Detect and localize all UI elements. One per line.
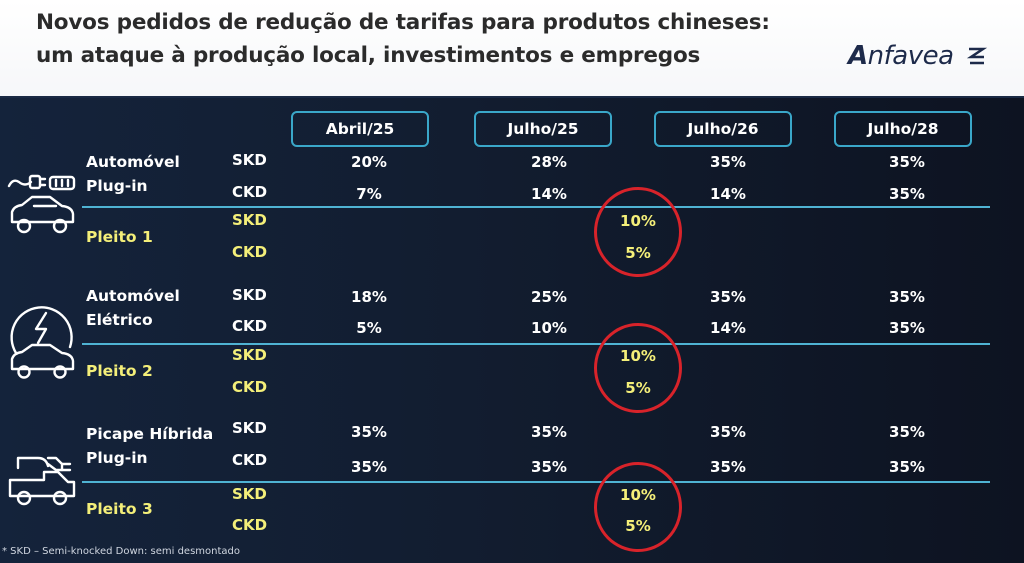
section-divider [82, 206, 990, 208]
value-cell: 35% [889, 153, 925, 171]
pleito-label: Pleito 2 [86, 362, 153, 380]
value-cell: 14% [710, 185, 746, 203]
value-cell: 25% [531, 288, 567, 306]
pleito-label: Pleito 1 [86, 228, 153, 246]
pleito-type-label: CKD [232, 378, 268, 396]
section-divider [82, 343, 990, 345]
value-cell: 14% [531, 185, 567, 203]
product-name-line1: Picape Híbrida [86, 425, 214, 443]
value-cell: 35% [531, 458, 567, 476]
value-cell: 35% [889, 185, 925, 203]
footnote: * SKD – Semi-knocked Down: semi desmonta… [2, 546, 240, 557]
product-name-line2: Plug-in [86, 177, 148, 195]
type-label: CKD [232, 317, 268, 335]
logo-mark-icon [966, 47, 988, 65]
pleito-type-label: SKD [232, 346, 267, 364]
header-divider [0, 96, 1024, 98]
logo-rest: nfavea [867, 41, 954, 71]
logo-a: A [848, 41, 868, 71]
title-line-2: um ataque à produção local, investimento… [36, 43, 701, 68]
value-cell: 20% [351, 153, 387, 171]
column-header-julho28: Julho/28 [834, 111, 972, 147]
plugin-car-icon [7, 174, 76, 234]
pleito-type-label: SKD [232, 485, 267, 503]
type-label: CKD [232, 183, 268, 201]
column-header-julho26: Julho/26 [654, 111, 792, 147]
type-label: SKD [232, 419, 267, 437]
value-cell: 10% [531, 319, 567, 337]
value-cell: 35% [710, 153, 746, 171]
value-cell: 28% [531, 153, 567, 171]
hybrid-pickup-icon [8, 456, 76, 506]
pleito-type-label: SKD [232, 211, 267, 229]
value-cell: 5% [356, 319, 382, 337]
value-cell: 35% [889, 423, 925, 441]
highlight-circle [594, 187, 682, 277]
value-cell: 35% [710, 288, 746, 306]
highlight-circle [594, 462, 682, 552]
column-header-julho25: Julho/25 [474, 111, 612, 147]
pleito-label: Pleito 3 [86, 500, 153, 518]
product-name-line2: Elétrico [86, 311, 153, 329]
title-line-1: Novos pedidos de redução de tarifas para… [36, 10, 770, 35]
value-cell: 35% [351, 458, 387, 476]
type-label: CKD [232, 451, 268, 469]
anfavea-logo: Anfavea [848, 41, 954, 71]
value-cell: 35% [351, 423, 387, 441]
value-cell: 35% [710, 423, 746, 441]
pleito-type-label: CKD [232, 516, 268, 534]
section-divider [82, 481, 990, 483]
product-name-line1: Automóvel [86, 153, 180, 171]
column-header-abril25: Abril/25 [291, 111, 429, 147]
highlight-circle [594, 323, 682, 413]
pleito-type-label: CKD [232, 243, 268, 261]
electric-car-icon [10, 306, 75, 379]
value-cell: 35% [889, 288, 925, 306]
product-name-line1: Automóvel [86, 287, 180, 305]
value-cell: 35% [531, 423, 567, 441]
value-cell: 35% [710, 458, 746, 476]
type-label: SKD [232, 286, 267, 304]
product-name-line2: Plug-in [86, 449, 148, 467]
value-cell: 35% [889, 319, 925, 337]
type-label: SKD [232, 151, 267, 169]
value-cell: 18% [351, 288, 387, 306]
value-cell: 7% [356, 185, 382, 203]
header: Novos pedidos de redução de tarifas para… [0, 0, 1024, 97]
value-cell: 35% [889, 458, 925, 476]
value-cell: 14% [710, 319, 746, 337]
